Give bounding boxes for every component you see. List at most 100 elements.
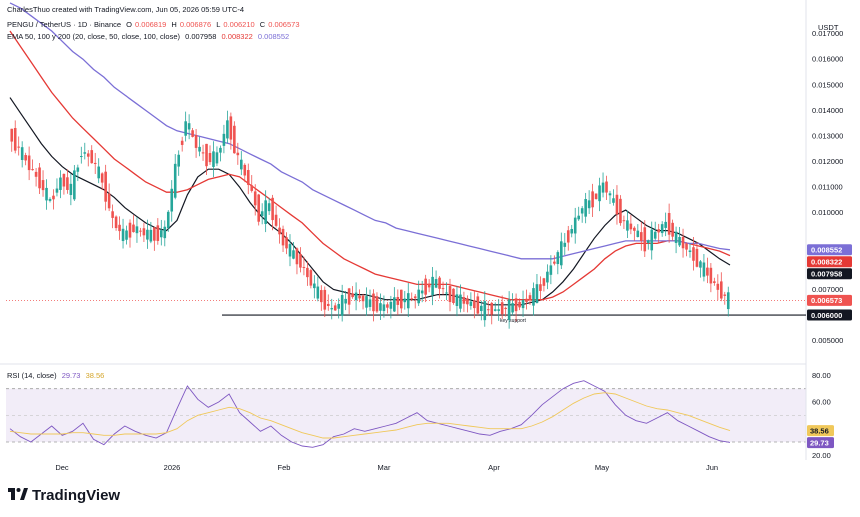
candle-body <box>34 171 38 177</box>
candle-body <box>372 293 375 312</box>
rsi-labels: 38.56 29.73 <box>807 425 834 449</box>
candle-body <box>191 130 194 137</box>
candle-body <box>187 123 191 130</box>
rsi-tick-label: 60.00 <box>812 398 831 407</box>
rsi-tick-label: 20.00 <box>812 451 831 460</box>
candle-body <box>222 133 226 146</box>
candle-body <box>542 278 546 286</box>
time-tick-label: Feb <box>278 463 291 472</box>
candle-body <box>90 150 94 164</box>
candle-body <box>667 212 671 235</box>
candle-body <box>483 301 487 321</box>
candle-body <box>299 254 302 268</box>
candle-body <box>726 292 730 310</box>
ohlc-open: 0.006819 <box>135 20 167 29</box>
candle-body <box>507 299 511 320</box>
ema-line-1 <box>9 97 731 306</box>
candle-body <box>417 289 420 304</box>
candle-body <box>104 171 107 202</box>
rsi-value-text: 29.73 <box>810 438 829 447</box>
candle-body <box>671 222 674 237</box>
candle-body <box>316 286 320 299</box>
candle-body <box>302 266 306 268</box>
candle-body <box>438 277 441 289</box>
candle-body <box>713 281 716 283</box>
candle-body <box>139 230 142 232</box>
candle-body <box>69 183 73 195</box>
candle-body <box>674 231 678 243</box>
candle-body <box>709 267 713 284</box>
price-tick-label: 0.016000 <box>812 55 843 64</box>
time-axis: Dec 2026 Feb Mar Apr May Jun <box>55 463 718 472</box>
price-label-text: 0.008322 <box>811 258 842 267</box>
price-tick-label: 0.010000 <box>812 208 843 217</box>
symbol-line[interactable]: PENGU / TetherUS · 1D · Binance O 0.00681… <box>7 20 303 29</box>
ema-value-50: 0.007958 <box>185 32 217 41</box>
candle-body <box>358 295 361 299</box>
candle-body <box>573 217 577 234</box>
tradingview-logo[interactable]: TradingView <box>8 487 120 504</box>
candle-body <box>657 229 660 233</box>
ema-title[interactable]: EMA 50, 100 y 200 (20, close, 50, close,… <box>7 32 181 41</box>
candle-body <box>431 276 434 296</box>
candle-body <box>594 193 598 200</box>
candle-body <box>563 242 567 247</box>
candle-body <box>153 227 156 241</box>
candle-body <box>45 187 48 201</box>
candle-body <box>525 298 528 303</box>
candle-body <box>267 203 271 212</box>
candle-body <box>333 305 337 311</box>
symbol-name[interactable]: PENGU / TetherUS · 1D · Binance <box>7 20 122 29</box>
candle-body <box>330 308 334 310</box>
time-tick-label: Apr <box>488 463 500 472</box>
candle-body <box>313 283 316 289</box>
candle-body <box>236 152 240 156</box>
candle-body <box>27 155 31 171</box>
candle-body <box>493 309 497 311</box>
candle-body <box>452 288 455 304</box>
candle-body <box>142 228 146 236</box>
time-tick-label: May <box>595 463 609 472</box>
candle-body <box>132 224 135 233</box>
time-tick-label: Jun <box>706 463 718 472</box>
candle-body <box>10 128 14 142</box>
candle-body <box>629 223 633 230</box>
candle-body <box>560 241 563 266</box>
candle-body <box>528 295 532 301</box>
candle-body <box>121 228 125 242</box>
ohlc-close: 0.006573 <box>268 20 300 29</box>
candle-body <box>396 296 400 305</box>
axis-unit-label: USDT <box>818 23 839 32</box>
candle-body <box>653 231 657 239</box>
candle-body <box>52 195 55 200</box>
candle-body <box>660 224 664 234</box>
rsi-value-box <box>807 425 834 437</box>
rsi-legend[interactable]: RSI (14, close) 29.73 38.56 <box>7 371 107 380</box>
candle-body <box>340 294 344 316</box>
candle-body <box>393 297 396 312</box>
ema-value-100: 0.008322 <box>221 32 253 41</box>
key-support-label: key support <box>500 318 526 324</box>
candle-body <box>80 156 83 158</box>
candle-body <box>403 298 407 303</box>
candle-body <box>622 220 626 222</box>
candle-body <box>636 230 640 237</box>
candle-body <box>306 267 309 278</box>
rsi-title[interactable]: RSI (14, close) <box>7 371 57 380</box>
candle-body <box>160 230 163 238</box>
ohlc-low: 0.006210 <box>223 20 255 29</box>
price-tick-label: 0.012000 <box>812 157 843 166</box>
candle-body <box>337 303 340 309</box>
candle-body <box>566 230 570 243</box>
ema-legend[interactable]: EMA 50, 100 y 200 (20, close, 50, close,… <box>7 32 292 41</box>
candle-body <box>514 298 518 312</box>
candle-body <box>281 228 285 246</box>
candle-body <box>59 177 62 190</box>
candle-body <box>469 301 473 306</box>
candle-body <box>309 270 313 286</box>
rsi-ma-line <box>9 392 731 439</box>
candle-body <box>361 295 365 302</box>
candle-body <box>66 177 69 190</box>
candle-body <box>170 188 174 212</box>
candle-body <box>678 236 681 246</box>
